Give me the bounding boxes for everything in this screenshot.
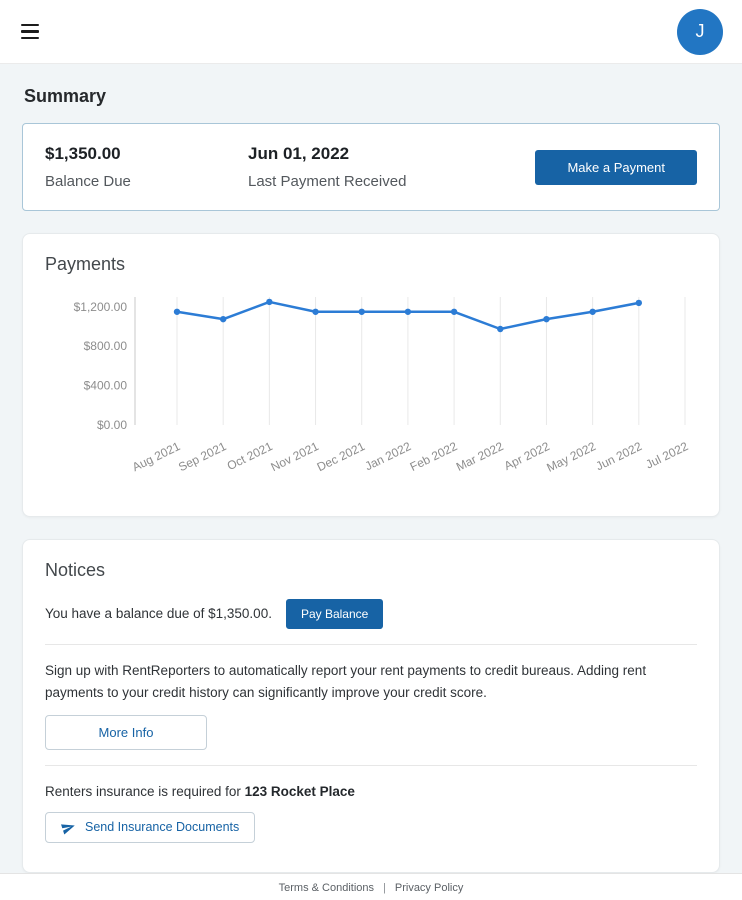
avatar[interactable]: J xyxy=(677,8,723,55)
last-payment-date: Jun 01, 2022 xyxy=(248,144,350,163)
svg-text:Mar 2022: Mar 2022 xyxy=(454,439,506,474)
more-info-button[interactable]: More Info xyxy=(45,715,207,751)
page-title: Summary xyxy=(24,86,107,106)
svg-text:Jan 2022: Jan 2022 xyxy=(363,439,414,473)
svg-text:Jul 2022: Jul 2022 xyxy=(643,439,690,472)
menu-bar xyxy=(21,36,39,40)
footer: Terms & Conditions | Privacy Policy xyxy=(0,872,742,900)
svg-text:$400.00: $400.00 xyxy=(84,379,128,393)
svg-text:Sep 2021: Sep 2021 xyxy=(176,439,229,474)
privacy-policy-link[interactable]: Privacy Policy xyxy=(394,882,464,895)
insurance-text-prefix: Renters insurance is required for xyxy=(45,784,241,800)
send-icon xyxy=(61,824,75,835)
top-bar: J xyxy=(0,0,742,64)
svg-text:Apr 2022: Apr 2022 xyxy=(502,439,552,473)
payments-line-chart: $0.00 $400.00 $800.00 $1,200.00 Aug 2021Sep … xyxy=(74,297,691,475)
footer-separator: | xyxy=(383,882,386,895)
svg-text:Dec 2021: Dec 2021 xyxy=(315,439,368,474)
svg-text:Nov 2021: Nov 2021 xyxy=(269,439,322,474)
svg-text:$1,200.00: $1,200.00 xyxy=(74,300,128,314)
pay-balance-button[interactable]: Pay Balance xyxy=(285,599,384,629)
send-insurance-label: Send Insurance Documents xyxy=(85,820,240,835)
notices-title: Notices xyxy=(45,560,106,580)
svg-text:Oct 2021: Oct 2021 xyxy=(225,439,275,473)
svg-text:Feb 2022: Feb 2022 xyxy=(408,439,460,474)
rentreporters-text: Sign up with RentReporters to automatica… xyxy=(45,663,647,700)
payments-chart: $0.00 $400.00 $800.00 $1,200.00 Aug 2021 Sep … xyxy=(45,285,697,502)
summary-card: $1,350.00 Balance Due Jun 01, 2022 Last … xyxy=(22,123,720,211)
notices-card: Notices You have a balance due of $1,350… xyxy=(22,539,720,873)
menu-icon[interactable] xyxy=(19,20,41,44)
make-a-payment-button[interactable]: Make a Payment xyxy=(535,149,697,185)
send-insurance-documents-button[interactable]: Send Insurance Documents xyxy=(45,811,256,843)
insurance-text: Renters insurance is required for 123 Ro… xyxy=(45,781,697,803)
svg-text:$800.00: $800.00 xyxy=(84,339,128,353)
rentreporters-notice-row: Sign up with RentReporters to automatica… xyxy=(45,644,697,765)
balance-notice-text: You have a balance due of $1,350.00. xyxy=(45,606,272,622)
svg-text:May 2022: May 2022 xyxy=(544,439,598,475)
insurance-notice-row: Renters insurance is required for 123 Ro… xyxy=(45,765,697,858)
balance-label: Balance Due xyxy=(45,173,131,190)
svg-text:Aug 2021: Aug 2021 xyxy=(130,439,183,474)
menu-bar xyxy=(21,30,39,33)
last-payment-label: Last Payment Received xyxy=(248,173,407,190)
last-payment-block: Jun 01, 2022 Last Payment Received xyxy=(248,144,535,190)
payments-card: Payments $0.00 $400.00 $800.00 $1,200.00 Aug… xyxy=(22,233,720,517)
menu-bar xyxy=(21,23,39,27)
svg-text:Jun 2022: Jun 2022 xyxy=(594,439,645,473)
balance-due-block: $1,350.00 Balance Due xyxy=(45,144,248,190)
svg-text:$0.00: $0.00 xyxy=(97,418,127,432)
terms-and-conditions-link[interactable]: Terms & Conditions xyxy=(278,882,375,895)
payments-title: Payments xyxy=(45,254,126,274)
balance-notice-row: You have a balance due of $1,350.00. Pay… xyxy=(45,591,697,644)
insurance-property-name: 123 Rocket Place xyxy=(244,784,355,800)
balance-amount: $1,350.00 xyxy=(45,144,121,163)
main-content: Summary $1,350.00 Balance Due Jun 01, 20… xyxy=(0,64,742,873)
